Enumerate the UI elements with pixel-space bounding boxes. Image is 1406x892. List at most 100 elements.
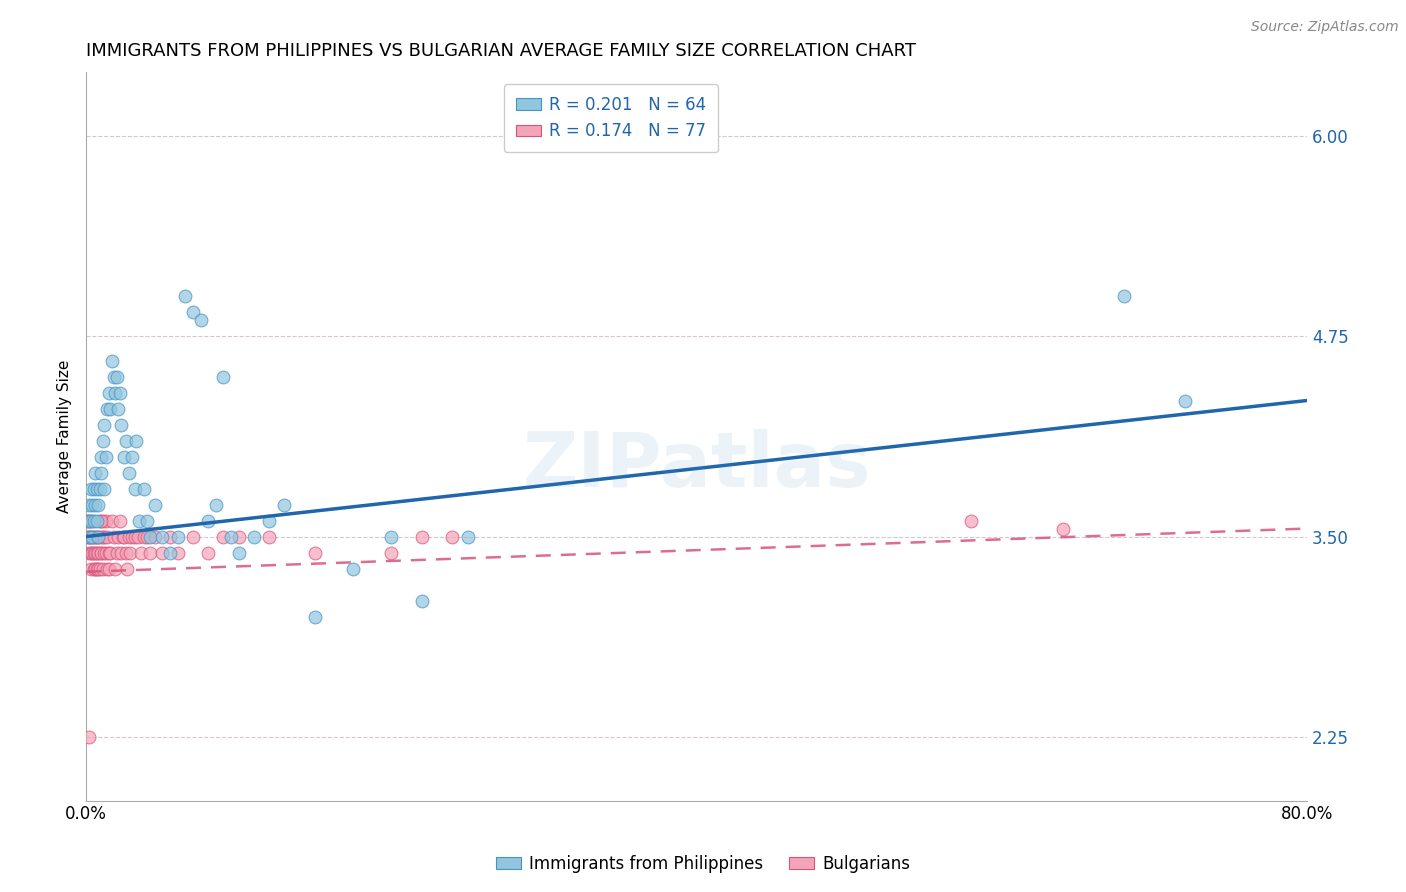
Text: Source: ZipAtlas.com: Source: ZipAtlas.com (1251, 20, 1399, 34)
Point (97, 561, 120, 575)
Point (197, 545, 219, 559)
Point (100, 401, 122, 416)
Point (91, 561, 114, 575)
Point (82, 514, 104, 528)
Y-axis label: Average Family Size: Average Family Size (58, 359, 72, 513)
Point (86, 561, 108, 575)
Point (90, 450, 112, 464)
Point (273, 498, 295, 512)
Point (1112, 289, 1135, 303)
Point (91, 530, 114, 544)
Point (105, 545, 128, 559)
Point (380, 530, 402, 544)
Point (139, 545, 162, 559)
Point (96, 401, 118, 416)
Point (181, 305, 204, 319)
Point (79, 482, 101, 496)
Point (76, 514, 98, 528)
Point (104, 385, 127, 400)
Point (89, 561, 111, 575)
Point (112, 450, 135, 464)
Point (108, 514, 131, 528)
Point (114, 434, 136, 448)
Point (76, 530, 98, 544)
Point (159, 545, 181, 559)
Point (128, 514, 150, 528)
Point (89, 514, 111, 528)
Point (1174, 393, 1197, 408)
Point (79, 530, 101, 544)
Point (129, 545, 152, 559)
Point (139, 530, 162, 544)
Point (86, 482, 108, 496)
Point (441, 530, 464, 544)
Point (87, 498, 110, 512)
Point (84, 545, 107, 559)
Point (79, 561, 101, 575)
Point (94, 514, 117, 528)
Point (132, 530, 155, 544)
Point (90, 530, 112, 544)
Point (136, 530, 159, 544)
Point (87, 561, 110, 575)
Point (121, 530, 143, 544)
Point (117, 561, 139, 575)
Point (219, 530, 242, 544)
Point (87, 545, 110, 559)
Point (83, 561, 105, 575)
Point (79, 514, 101, 528)
Point (107, 530, 129, 544)
Point (86, 530, 108, 544)
Point (212, 369, 235, 384)
Point (105, 369, 128, 384)
Point (125, 434, 148, 448)
Point (86, 545, 108, 559)
Point (960, 514, 983, 528)
Point (83, 514, 105, 528)
Point (94, 450, 117, 464)
Point (87, 530, 110, 544)
Point (110, 545, 132, 559)
Point (96, 530, 118, 544)
Point (304, 545, 326, 559)
Point (114, 545, 136, 559)
Point (104, 561, 127, 575)
Point (89, 482, 111, 496)
Point (257, 530, 280, 544)
Point (107, 401, 129, 416)
Point (204, 498, 226, 512)
Point (93, 417, 115, 432)
Text: IMMIGRANTS FROM PHILIPPINES VS BULGARIAN AVERAGE FAMILY SIZE CORRELATION CHART: IMMIGRANTS FROM PHILIPPINES VS BULGARIAN… (86, 42, 917, 60)
Point (228, 530, 250, 544)
Point (380, 545, 402, 559)
Point (166, 545, 188, 559)
Text: ZIPatlas: ZIPatlas (522, 429, 870, 503)
Point (197, 514, 219, 528)
Point (100, 545, 122, 559)
Point (124, 482, 146, 496)
Legend: R = 0.201   N = 64, R = 0.174   N = 77: R = 0.201 N = 64, R = 0.174 N = 77 (505, 85, 718, 152)
Point (411, 530, 433, 544)
Point (91, 514, 114, 528)
Point (181, 530, 204, 544)
Point (76, 514, 98, 528)
Point (96, 561, 118, 575)
Point (166, 530, 188, 544)
Point (110, 417, 132, 432)
Point (101, 353, 124, 368)
Point (1052, 522, 1074, 536)
Point (159, 530, 181, 544)
Point (103, 530, 125, 544)
Point (108, 385, 131, 400)
Point (150, 530, 173, 544)
Point (101, 514, 124, 528)
Point (132, 482, 155, 496)
Point (83, 482, 105, 496)
Point (112, 530, 135, 544)
Point (103, 369, 125, 384)
Point (150, 545, 173, 559)
Point (97, 545, 120, 559)
Point (90, 545, 112, 559)
Point (77, 530, 100, 544)
Point (90, 545, 112, 559)
